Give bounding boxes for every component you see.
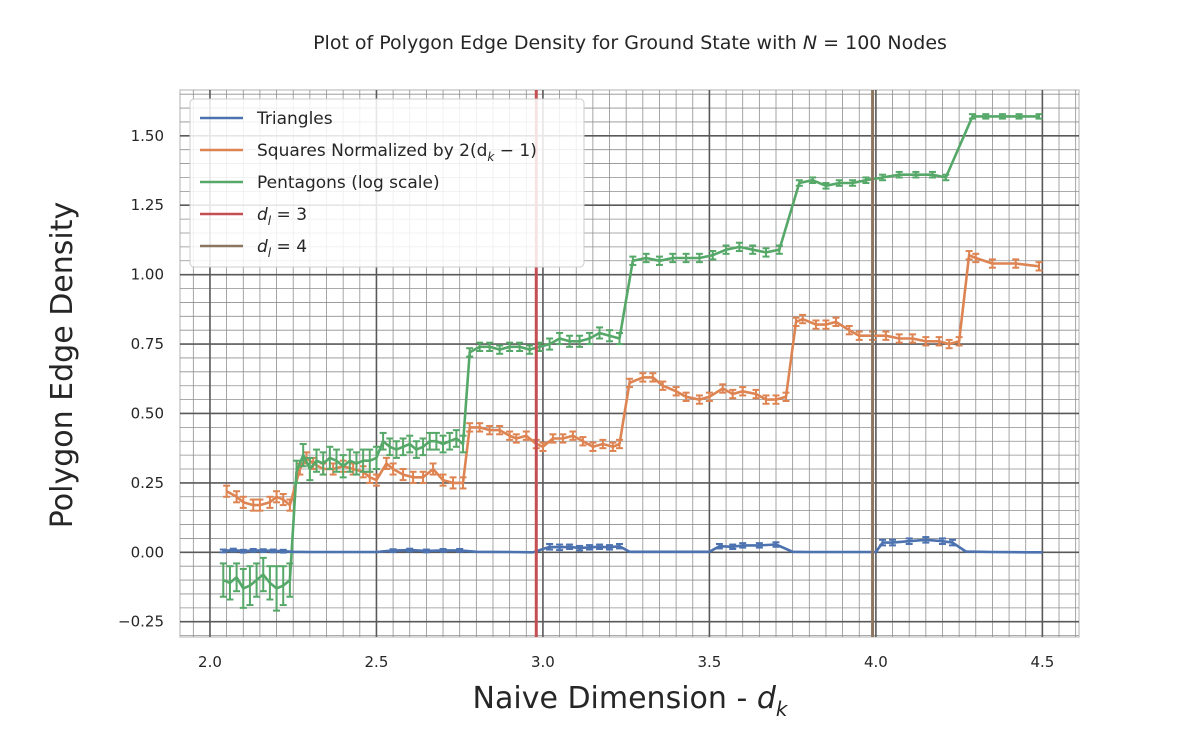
x-tick-label: 3.0 <box>531 653 555 671</box>
major-grid <box>180 90 1079 637</box>
legend: Triangles Squares Normalized by 2(dk − 1)… <box>189 98 585 268</box>
legend-label-dl4: dl = 4 <box>257 237 307 260</box>
x-tick-label: 4.5 <box>1030 653 1054 671</box>
series-pentagons <box>219 113 1043 612</box>
tick-layer: 2.0 2.5 3.0 3.5 4.0 4.5 −0.25 0.00 0.25 0.50 0.75 1… <box>118 127 1054 671</box>
chart-title-var: N <box>803 32 817 54</box>
y-tick-label: 0.50 <box>131 404 164 422</box>
series-line-squares <box>225 253 1040 507</box>
chart-title-prefix: Plot of Polygon Edge Density for Ground … <box>313 32 797 54</box>
x-axis-label: Naive Dimension - dk <box>473 681 789 721</box>
series-triangles <box>219 536 1043 554</box>
chart-title: Plot of Polygon Edge Density for Ground … <box>313 32 947 54</box>
y-tick-label: −0.25 <box>118 613 164 631</box>
y-tick-label: 1.25 <box>131 196 164 214</box>
x-tick-label: 2.0 <box>198 653 222 671</box>
y-tick-label: 0.00 <box>131 543 164 561</box>
x-tick-label: 4.0 <box>864 653 888 671</box>
x-tick-label: 2.5 <box>365 653 389 671</box>
y-axis-label: Polygon Edge Density <box>45 202 80 529</box>
legend-label-triangles: Triangles <box>256 109 333 129</box>
legend-label-pentagons: Pentagons (log scale) <box>257 173 440 193</box>
legend-box <box>189 98 585 268</box>
y-tick-label: 1.50 <box>131 127 164 145</box>
series-line-triangles <box>223 538 1043 554</box>
chart-title-suffix: = 100 Nodes <box>823 32 947 54</box>
y-tick-label: 1.00 <box>131 266 164 284</box>
y-tick-label: 0.25 <box>131 474 164 492</box>
legend-label-dl3: dl = 3 <box>257 205 307 228</box>
legend-label-squares: Squares Normalized by 2(dk − 1) <box>257 141 537 164</box>
series-layer <box>219 113 1043 612</box>
x-tick-label: 3.5 <box>697 653 721 671</box>
y-tick-label: 0.75 <box>131 335 164 353</box>
